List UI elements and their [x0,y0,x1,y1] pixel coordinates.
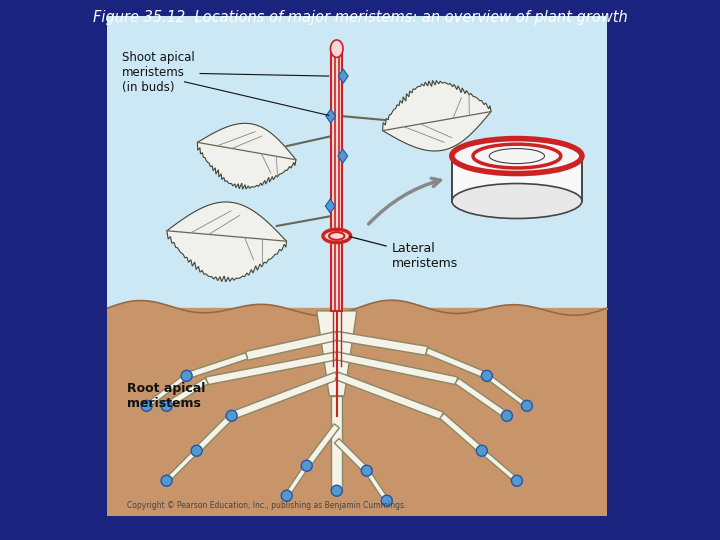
Ellipse shape [473,144,561,168]
Circle shape [181,370,192,381]
Bar [331,46,342,311]
Circle shape [501,410,513,421]
Polygon shape [331,396,342,491]
Text: Root apical
meristems: Root apical meristems [127,382,205,410]
Text: Copyright © Pearson Education, Inc., publishing as Benjamin Cummings.: Copyright © Pearson Education, Inc., pub… [127,501,406,510]
Polygon shape [317,311,357,396]
Ellipse shape [330,40,343,57]
Circle shape [301,460,312,471]
Text: Lateral
meristems: Lateral meristems [350,237,458,270]
Polygon shape [382,80,491,151]
Circle shape [521,400,532,411]
Polygon shape [336,352,458,384]
Circle shape [477,446,487,456]
Ellipse shape [490,148,544,164]
Polygon shape [440,413,484,453]
Circle shape [482,370,492,381]
Polygon shape [325,199,335,213]
Polygon shape [335,438,369,473]
Polygon shape [304,424,339,468]
Circle shape [361,465,372,476]
Polygon shape [338,69,348,83]
Circle shape [161,475,172,486]
Polygon shape [336,332,428,355]
Polygon shape [426,348,488,379]
Circle shape [161,400,172,411]
Circle shape [282,490,292,501]
Ellipse shape [323,230,351,242]
Polygon shape [485,374,528,408]
Polygon shape [365,469,389,502]
Ellipse shape [452,184,582,219]
Polygon shape [206,352,338,385]
Polygon shape [145,374,188,408]
Circle shape [191,446,202,456]
Polygon shape [194,414,234,453]
Bar [107,308,607,516]
Text: Shoot apical
meristems
(in buds): Shoot apical meristems (in buds) [122,51,329,94]
Polygon shape [165,449,199,483]
Ellipse shape [452,139,582,173]
Circle shape [382,495,392,506]
Ellipse shape [329,232,344,240]
Polygon shape [452,156,582,201]
Circle shape [141,400,152,411]
Text: Figure 35.12  Locations of major meristems: an overview of plant growth: Figure 35.12 Locations of major meristem… [93,10,627,25]
Polygon shape [246,332,338,360]
Polygon shape [284,464,309,497]
Polygon shape [230,372,338,420]
Polygon shape [338,149,348,163]
Polygon shape [480,449,518,483]
Polygon shape [167,202,287,282]
Circle shape [226,410,237,421]
Polygon shape [326,109,336,123]
Polygon shape [165,378,208,409]
Polygon shape [455,378,509,419]
Circle shape [331,485,342,496]
Polygon shape [336,372,444,420]
Polygon shape [197,123,296,189]
Polygon shape [186,353,248,379]
Circle shape [511,475,523,486]
Bar [107,16,607,326]
